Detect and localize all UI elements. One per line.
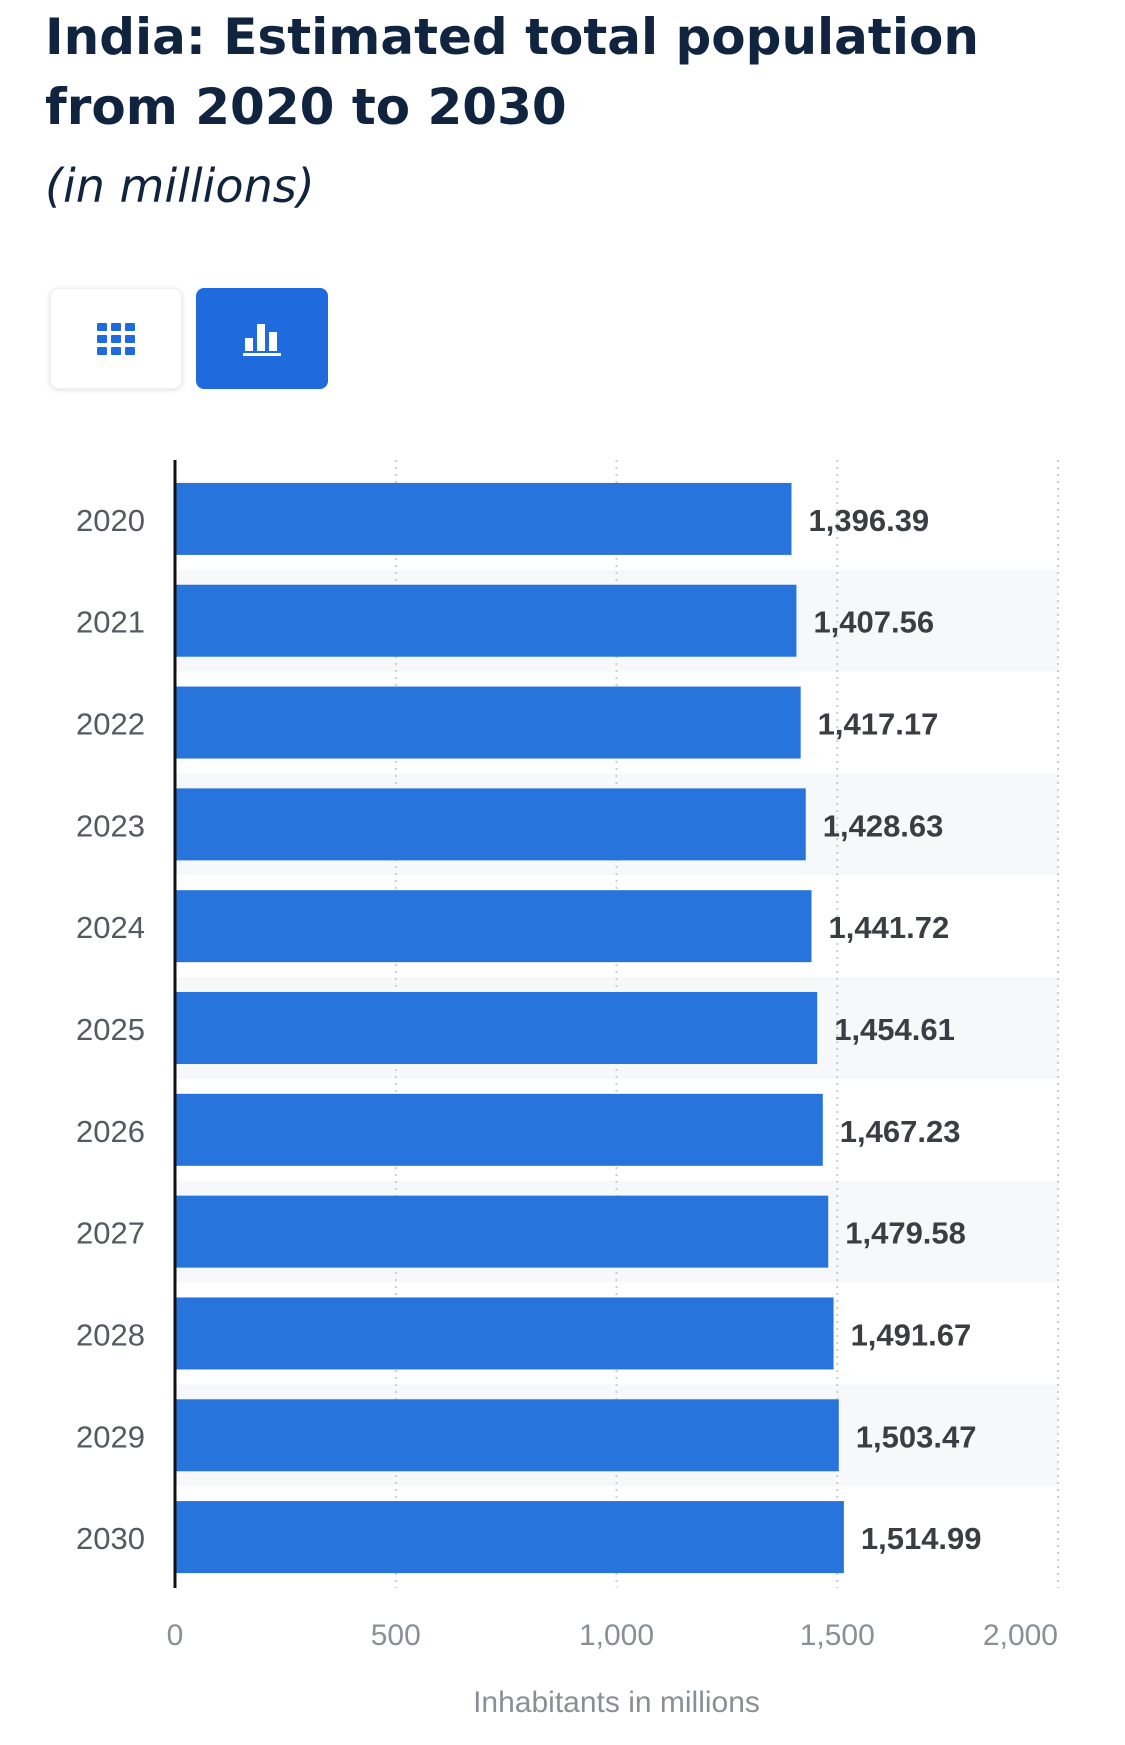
table-view-button[interactable] [50, 288, 182, 389]
bar-chart-icon [243, 323, 281, 356]
category-label: 2027 [76, 1216, 145, 1251]
bar [175, 890, 812, 963]
bar [175, 1501, 844, 1574]
category-label: 2023 [76, 808, 145, 843]
bar [175, 482, 792, 555]
chart-area: 2020 1,396.39 2021 1,407.56 2022 1,417.17 2023… [0, 460, 1125, 1740]
category-label: 2029 [76, 1419, 145, 1454]
category-label: 2030 [76, 1521, 145, 1556]
chart-view-button[interactable] [196, 288, 328, 389]
value-label: 1,454.61 [834, 1012, 955, 1047]
category-label: 2020 [76, 503, 145, 538]
category-label: 2025 [76, 1012, 145, 1047]
category-label: 2022 [76, 707, 145, 742]
category-label: 2021 [76, 605, 145, 640]
x-tick-label: 1,500 [800, 1619, 875, 1652]
x-axis-title: Inhabitants in millions [473, 1686, 760, 1719]
value-label: 1,514.99 [861, 1521, 982, 1556]
value-label: 1,467.23 [840, 1114, 961, 1149]
value-label: 1,503.47 [856, 1419, 977, 1454]
x-tick-label: 0 [167, 1619, 184, 1652]
value-label: 1,479.58 [845, 1216, 966, 1251]
bar [175, 1297, 834, 1370]
value-label: 1,428.63 [823, 808, 944, 843]
x-tick-label: 500 [371, 1619, 421, 1652]
x-tick-label: 1,000 [579, 1619, 654, 1652]
bar-chart: 2020 1,396.39 2021 1,407.56 2022 1,417.17 2023… [76, 460, 1059, 1719]
bar [175, 686, 801, 759]
value-label: 1,396.39 [809, 503, 930, 538]
chart-title: India: Estimated total population from 2… [45, 8, 979, 136]
chart-subtitle: (in millions) [45, 159, 315, 213]
bar [175, 1195, 829, 1268]
category-label: 2024 [76, 910, 145, 945]
bar [175, 584, 797, 657]
value-label: 1,417.17 [818, 707, 939, 742]
bar [175, 788, 806, 861]
category-label: 2026 [76, 1114, 145, 1149]
bar [175, 1399, 839, 1472]
bar [175, 1093, 823, 1166]
value-label: 1,407.56 [813, 605, 934, 640]
value-label: 1,491.67 [851, 1317, 972, 1352]
x-tick-label: 2,000 [983, 1619, 1058, 1652]
grid-table-icon [97, 322, 135, 355]
value-label: 1,441.72 [829, 910, 950, 945]
bar [175, 992, 818, 1064]
category-label: 2028 [76, 1317, 145, 1352]
